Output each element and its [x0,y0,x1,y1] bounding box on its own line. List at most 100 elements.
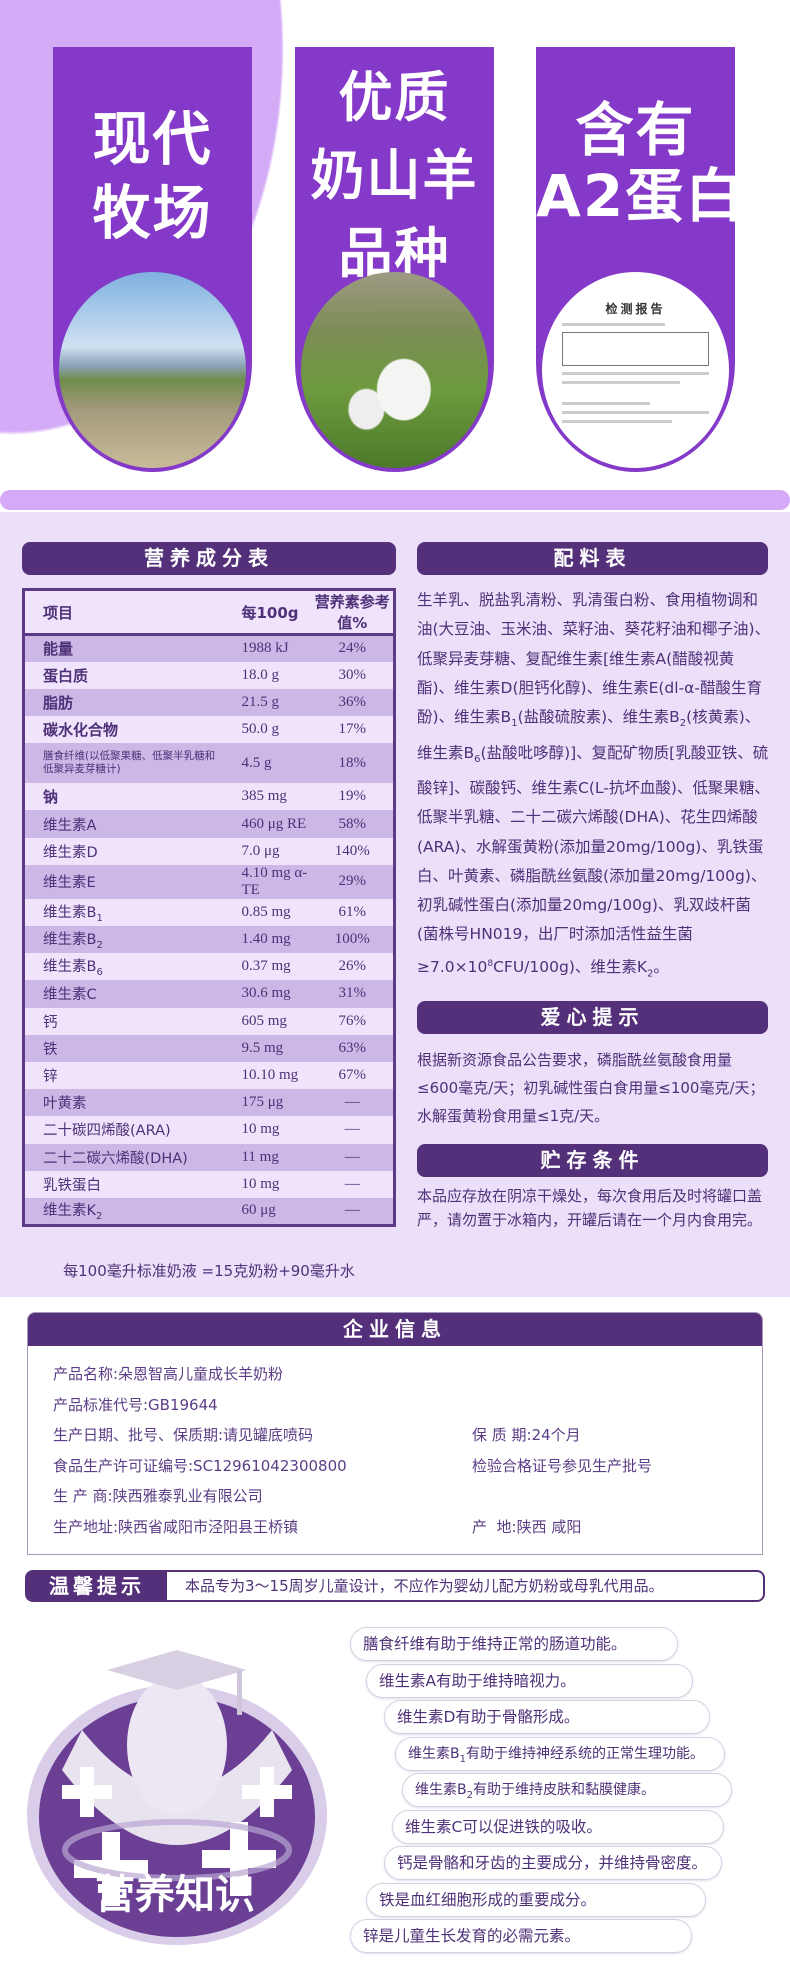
license-number: 食品生产许可证编号:SC12961042300800 [53,1457,347,1475]
orbit-ring [62,1819,292,1881]
nutrient-value: 10 mg [241,1121,280,1138]
nutrient-value: 10 mg [241,1175,280,1192]
ingredient-text-segment: 6 [474,753,481,765]
warm-tip-bar: 温馨提示 本品专为3～15周岁儿童设计，不应作为婴幼儿配方奶粉或母乳代用品。 [25,1570,765,1602]
nutrient-name-text: 蛋白质 [43,666,89,685]
table-row: 维生素E 4.10 mg α-TE 29% [23,864,395,899]
nutrient-name-text: 膳食纤维(以低聚果糖、低聚半乳糖和低聚异麦芽糖计) [43,750,216,776]
table-row: 维生素K2 60 μg — [23,1197,395,1226]
nutrient-name-text: 叶黄素 [43,1096,87,1113]
nutrition-footnote: 每100毫升标准奶液 =15克奶粉+90毫升水 [63,1262,355,1280]
nutrient-name: 维生素A [23,810,224,838]
ingredients-text: 生羊乳、脱盐乳清粉、乳清蛋白粉、食用植物调和油(大豆油、玉米油、菜籽油、葵花籽油… [417,586,771,988]
plus-icon [74,1832,148,1906]
nutrient-name: 维生素K2 [23,1197,224,1226]
address: 生产地址:陕西省咸阳市泾阳县王桥镇 [53,1518,299,1536]
banner-title: 含有 A2蛋白 [536,96,746,230]
nutrient-name: 维生素B1 [24,899,224,926]
knowledge-text: 维生素D有助于骨骼形成。 [397,1708,580,1726]
nutrient-nrv: 26% [338,958,366,975]
table-row: 锌 10.10 mg 67% [24,1062,395,1089]
table-row: 叶黄素 175 μg — [23,1089,395,1117]
knowledge-item: 维生素B2有助于维持皮肤和黏膜健康。 [402,1773,732,1807]
table-row: 维生素B2 1.40 mg 100% [23,926,395,954]
knowledge-item: 铁是血红细胞形成的重要成分。 [366,1882,706,1917]
nutrient-nrv: 140% [334,842,370,859]
nutrient-value: 0.37 mg [241,958,291,975]
nutrient-name: 钠 [24,783,224,810]
nutrient-name-text: 维生素K [43,1203,97,1220]
test-report-image: 检测报告 [542,272,729,468]
knowledge-subscript: 2 [466,1789,473,1801]
nutrient-name: 叶黄素 [23,1089,224,1117]
table-row: 铁 9.5 mg 63% [23,1034,395,1062]
nutrient-name: 二十碳四烯酸(ARA) [24,1116,224,1143]
nutrient-name: 膳食纤维(以低聚果糖、低聚半乳糖和低聚异麦芽糖计) [23,743,224,784]
nutrient-name: 维生素C [23,980,224,1008]
plus-icons [62,1767,292,1906]
nutrient-nrv: 36% [311,688,395,717]
banner-title: 现代 牧场 [92,105,213,247]
knowledge-text: 维生素A有助于维持暗视力。 [379,1671,576,1690]
table-row: 碳水化合物 50.0 g 17% [24,716,395,743]
table-row: 钙 605 mg 76% [24,1008,395,1035]
nutrient-nrv: 58% [311,810,395,838]
knowledge-item: 膳食纤维有助于维持正常的肠道功能。 [350,1627,678,1661]
nutrient-nrv: — [344,1175,360,1192]
warm-tip-label: 温馨提示 [27,1572,167,1600]
nutrient-value: 21.5 g [223,688,312,717]
table-row: 维生素A 460 μg RE 58% [23,810,395,838]
table-row: 维生素B6 0.37 mg 26% [24,953,395,980]
inspection-cert: 检验合格证号参见生产批号 [472,1457,653,1475]
knowledge-text: 钙是骨骼和牙齿的主要成分，并维持骨密度。 [397,1854,708,1872]
plus-icon [202,1822,276,1896]
knowledge-text: 维生素C可以促进铁的吸收。 [405,1817,602,1836]
nutrient-subscript: 1 [96,912,103,924]
product-standard: 产品标准代号:GB19644 [53,1396,218,1414]
nutrient-value: 60 μg [223,1197,312,1226]
nutrient-nrv: 29% [311,864,395,899]
nutrient-value: 0.85 mg [241,903,291,920]
knowledge-subscript: 1 [459,1753,466,1765]
nutrient-value: 9.5 mg [223,1034,312,1062]
nutrient-nrv: 18% [311,743,395,784]
knowledge-item: 维生素D有助于骨骼形成。 [384,1700,710,1734]
nutrient-value: 1.40 mg [223,926,312,954]
nutrient-nrv: 76% [338,1012,366,1029]
farm-photo [59,272,246,468]
table-row: 蛋白质 18.0 g 30% [24,662,395,689]
ingredient-text-segment: 8 [487,958,494,969]
knowledge-text: 锌是儿童生长发育的必需元素。 [363,1927,581,1945]
nutrient-name-text: 锌 [43,1069,58,1086]
nutrient-value: 460 μg RE [223,810,312,838]
table-row: 能量 1988 kJ 24% [23,634,395,662]
nutrient-name-text: 钙 [43,1014,58,1031]
knowledge-title: 营养知识 [95,1872,255,1918]
col-item: 项目 [23,589,224,636]
origin: 产 地:陕西 咸阳 [472,1518,582,1536]
nutrient-name-text: 维生素D [43,844,98,861]
date-batch: 生产日期、批号、保质期:请见罐底喷码 [53,1426,314,1444]
ingredient-text-segment: CFU/100g)、维生素K [493,957,648,976]
nutrient-name: 维生素D [24,838,224,865]
nutrient-subscript: 2 [96,940,103,952]
banner-dairy-goat: 优质 奶山羊 品种 [295,47,494,472]
nutrient-name-text: 钠 [43,788,59,807]
nutrient-name: 维生素B2 [23,926,224,954]
nutrient-name: 能量 [23,634,224,662]
table-row: 维生素B1 0.85 mg 61% [24,899,395,926]
table-row: 钠 385 mg 19% [24,783,395,810]
nutrition-knowledge-emblem [27,1650,327,1945]
storage-header: 贮存条件 [417,1144,768,1177]
divider-band [0,490,790,510]
nutrient-value: 175 μg [223,1089,312,1117]
nutrient-name: 二十二碳六烯酸(DHA) [23,1143,224,1171]
table-row: 乳铁蛋白 10 mg — [24,1171,395,1198]
nutrient-nrv: — [311,1089,395,1117]
ingredient-text-segment: 1 [511,718,518,730]
nutrient-nrv: 17% [338,721,366,738]
nutrient-nrv: — [344,1121,360,1138]
table-row: 二十碳四烯酸(ARA) 10 mg — [24,1116,395,1143]
product-name: 产品名称:朵恩智高儿童成长羊奶粉 [53,1365,284,1383]
nutrient-name: 维生素B6 [24,953,224,980]
